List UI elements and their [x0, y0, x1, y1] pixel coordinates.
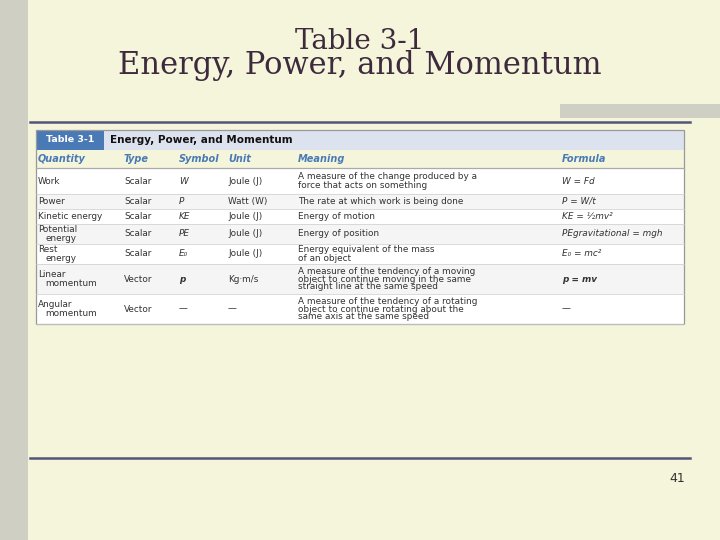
Text: Joule (J): Joule (J) — [228, 230, 262, 239]
Text: PE: PE — [179, 230, 190, 239]
Text: KE: KE — [179, 212, 191, 221]
Text: momentum: momentum — [45, 309, 96, 318]
Text: Scalar: Scalar — [124, 197, 151, 206]
Text: —: — — [562, 305, 571, 314]
Text: force that acts on something: force that acts on something — [298, 181, 427, 190]
Text: Watt (W): Watt (W) — [228, 197, 267, 206]
FancyBboxPatch shape — [36, 294, 684, 324]
FancyBboxPatch shape — [36, 224, 684, 244]
Text: Symbol: Symbol — [179, 154, 220, 164]
Text: p: p — [179, 274, 185, 284]
Text: 41: 41 — [670, 472, 685, 485]
FancyBboxPatch shape — [104, 130, 684, 150]
Text: Joule (J): Joule (J) — [228, 249, 262, 259]
Text: object to continue rotating about the: object to continue rotating about the — [298, 305, 464, 314]
Text: A measure of the tendency of a rotating: A measure of the tendency of a rotating — [298, 296, 477, 306]
Text: Work: Work — [38, 177, 60, 186]
Text: Meaning: Meaning — [298, 154, 346, 164]
Text: Kinetic energy: Kinetic energy — [38, 212, 102, 221]
Text: Kg·m/s: Kg·m/s — [228, 274, 258, 284]
Text: Table 3-1: Table 3-1 — [46, 136, 94, 145]
Text: Scalar: Scalar — [124, 249, 151, 259]
FancyBboxPatch shape — [560, 104, 720, 118]
Text: p = mv: p = mv — [562, 274, 597, 284]
FancyBboxPatch shape — [36, 264, 684, 294]
Text: —: — — [179, 305, 188, 314]
Text: Energy, Power, and Momentum: Energy, Power, and Momentum — [118, 50, 602, 81]
Text: Table 3-1: Table 3-1 — [295, 28, 425, 55]
Text: object to continue moving in the same: object to continue moving in the same — [298, 274, 471, 284]
Text: Rest: Rest — [38, 245, 58, 254]
Text: Energy of position: Energy of position — [298, 230, 379, 239]
FancyBboxPatch shape — [36, 244, 684, 264]
FancyBboxPatch shape — [0, 0, 28, 540]
Text: Scalar: Scalar — [124, 212, 151, 221]
Text: Vector: Vector — [124, 274, 153, 284]
FancyBboxPatch shape — [36, 194, 684, 209]
Text: energy: energy — [45, 254, 76, 262]
Text: W: W — [179, 177, 188, 186]
Text: Joule (J): Joule (J) — [228, 177, 262, 186]
Text: momentum: momentum — [45, 279, 96, 288]
Text: —: — — [228, 305, 237, 314]
Text: of an object: of an object — [298, 254, 351, 263]
Text: Unit: Unit — [228, 154, 251, 164]
Text: Quantity: Quantity — [38, 154, 86, 164]
Text: PEgravitational = mgh: PEgravitational = mgh — [562, 230, 662, 239]
Text: Formula: Formula — [562, 154, 606, 164]
FancyBboxPatch shape — [36, 130, 104, 150]
Text: Energy of motion: Energy of motion — [298, 212, 375, 221]
Text: W = Fd: W = Fd — [562, 177, 595, 186]
Text: Potential: Potential — [38, 225, 77, 234]
Text: Angular: Angular — [38, 300, 73, 309]
Text: Joule (J): Joule (J) — [228, 212, 262, 221]
Text: Scalar: Scalar — [124, 230, 151, 239]
Text: Energy equivalent of the mass: Energy equivalent of the mass — [298, 245, 434, 254]
Text: straight line at the same speed: straight line at the same speed — [298, 282, 438, 291]
Text: energy: energy — [45, 234, 76, 242]
Text: Linear: Linear — [38, 271, 66, 279]
Text: P: P — [179, 197, 184, 206]
FancyBboxPatch shape — [36, 168, 684, 194]
Text: The rate at which work is being done: The rate at which work is being done — [298, 197, 464, 206]
Text: A measure of the tendency of a moving: A measure of the tendency of a moving — [298, 267, 475, 276]
Text: P = W/t: P = W/t — [562, 197, 595, 206]
Text: A measure of the change produced by a: A measure of the change produced by a — [298, 172, 477, 181]
Text: Vector: Vector — [124, 305, 153, 314]
Text: Scalar: Scalar — [124, 177, 151, 186]
Text: same axis at the same speed: same axis at the same speed — [298, 312, 429, 321]
FancyBboxPatch shape — [36, 209, 684, 224]
Text: Energy, Power, and Momentum: Energy, Power, and Momentum — [110, 135, 292, 145]
Text: Type: Type — [124, 154, 149, 164]
Text: KE = ½mv²: KE = ½mv² — [562, 212, 613, 221]
Text: E₀: E₀ — [179, 249, 188, 259]
Text: E₀ = mc²: E₀ = mc² — [562, 249, 601, 259]
Text: Power: Power — [38, 197, 65, 206]
